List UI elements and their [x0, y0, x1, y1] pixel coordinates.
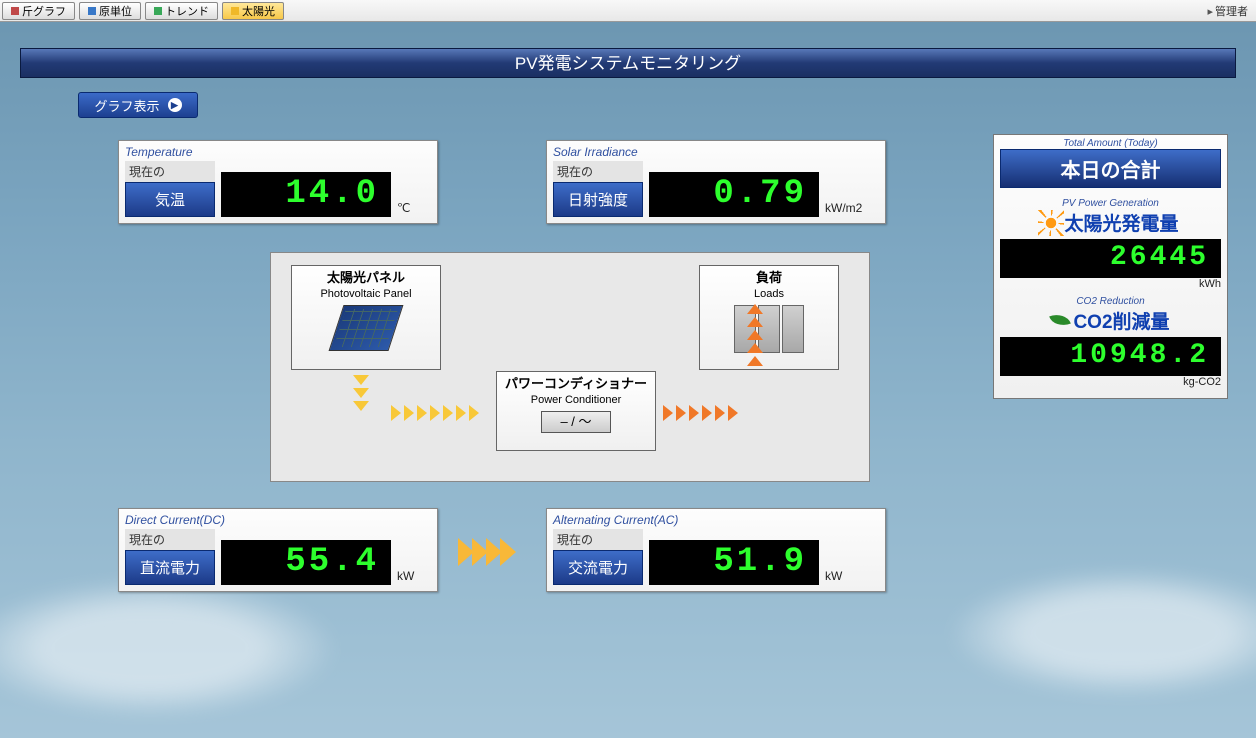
top-toolbar: 斤グラフ 原単位 トレンド 太陽光 管理者: [0, 0, 1256, 22]
power-conditioner-box: パワーコンディショナー Power Conditioner – / ～: [496, 371, 656, 451]
cloud-decoration: [946, 568, 1256, 698]
pv-gen-label: 太陽光発電量: [1064, 209, 1178, 236]
totals-panel: Total Amount (Today) 本日の合計 PV Power Gene…: [993, 134, 1228, 399]
label-prefix: 現在の: [553, 529, 643, 550]
pv-gen-sublabel: PV Power Generation: [1000, 198, 1221, 209]
label-prefix: 現在の: [125, 529, 215, 550]
card-header: Direct Current(DC): [125, 513, 431, 527]
graph-button-label: グラフ表示: [94, 96, 159, 115]
card-header: Solar Irradiance: [553, 145, 879, 159]
sun-icon: [1042, 214, 1060, 232]
cabinet-icon: [729, 305, 809, 353]
pv-label-jp: 太陽光パネル: [296, 270, 436, 287]
pc-label-jp: パワーコンディショナー: [501, 376, 651, 393]
tab-label: 斤グラフ: [22, 3, 66, 19]
label-main: 日射強度: [553, 182, 643, 217]
graph-display-button[interactable]: グラフ表示 ▶: [78, 92, 198, 118]
tab-label: 太陽光: [242, 3, 275, 19]
temperature-card: Temperature 現在の 気温 14.0 ℃: [118, 140, 438, 224]
pc-label-en: Power Conditioner: [501, 393, 651, 407]
page-title: PV発電システムモニタリング: [20, 48, 1236, 78]
co2-label: CO2削減量: [1073, 307, 1169, 334]
irradiance-card: Solar Irradiance 現在の 日射強度 0.79 kW/m2: [546, 140, 886, 224]
unit: kg-CO2: [1000, 376, 1221, 388]
co2-sublabel: CO2 Reduction: [1000, 296, 1221, 307]
co2-row: CO2削減量: [1000, 307, 1221, 334]
tab-unit[interactable]: 原単位: [79, 2, 141, 20]
tab-graph[interactable]: 斤グラフ: [2, 2, 75, 20]
pv-label-en: Photovoltaic Panel: [296, 287, 436, 301]
flow-arrow-icon: [663, 405, 741, 421]
dc-to-ac-arrow-icon: [458, 538, 514, 566]
flow-arrow-icon: [353, 375, 369, 414]
card-header: Alternating Current(AC): [553, 513, 879, 527]
square-icon: [11, 7, 19, 15]
pv-gen-row: 太陽光発電量: [1000, 209, 1221, 236]
square-icon: [154, 7, 162, 15]
unit: ℃: [397, 201, 410, 217]
unit: kWh: [1000, 278, 1221, 290]
ac-value: 51.9: [649, 540, 819, 585]
irradiance-value: 0.79: [649, 172, 819, 217]
ac-card: Alternating Current(AC) 現在の 交流電力 51.9 kW: [546, 508, 886, 592]
system-diagram: 太陽光パネル Photovoltaic Panel 負荷 Loads パワーコン…: [270, 252, 870, 482]
tab-trend[interactable]: トレンド: [145, 2, 218, 20]
cloud-decoration: [0, 578, 340, 718]
admin-link[interactable]: 管理者: [1207, 3, 1248, 19]
leaf-icon: [1050, 311, 1072, 330]
tab-label: トレンド: [165, 3, 209, 19]
load-label-en: Loads: [704, 287, 834, 301]
tab-label: 原単位: [99, 3, 132, 19]
square-icon: [88, 7, 96, 15]
tab-solar[interactable]: 太陽光: [222, 2, 284, 20]
load-label-jp: 負荷: [704, 270, 834, 287]
label-main: 気温: [125, 182, 215, 217]
label-prefix: 現在の: [125, 161, 215, 182]
card-header: Temperature: [125, 145, 431, 159]
dc-value: 55.4: [221, 540, 391, 585]
pv-panel-box: 太陽光パネル Photovoltaic Panel: [291, 265, 441, 370]
load-box: 負荷 Loads: [699, 265, 839, 370]
temperature-value: 14.0: [221, 172, 391, 217]
inverter-icon: – / ～: [541, 411, 611, 433]
totals-header: Total Amount (Today): [1000, 138, 1221, 149]
totals-title: 本日の合計: [1000, 149, 1221, 188]
square-icon: [231, 7, 239, 15]
dc-card: Direct Current(DC) 現在の 直流電力 55.4 kW: [118, 508, 438, 592]
unit: kW/m2: [825, 201, 862, 217]
chevron-right-icon: ▶: [168, 98, 182, 112]
co2-value: 10948.2: [1000, 337, 1221, 376]
flow-arrow-icon: [747, 301, 763, 366]
unit: kW: [397, 569, 414, 585]
pv-gen-value: 26445: [1000, 239, 1221, 278]
flow-arrow-icon: [391, 405, 482, 421]
solar-panel-icon: [329, 305, 404, 351]
label-prefix: 現在の: [553, 161, 643, 182]
label-main: 交流電力: [553, 550, 643, 585]
label-main: 直流電力: [125, 550, 215, 585]
unit: kW: [825, 569, 842, 585]
